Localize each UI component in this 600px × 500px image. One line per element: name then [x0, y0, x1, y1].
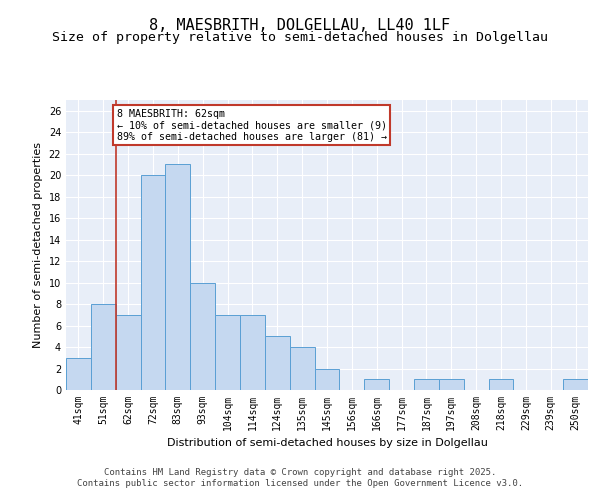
Bar — [488, 380, 514, 390]
Bar — [314, 368, 340, 390]
Bar — [116, 315, 140, 390]
Bar — [215, 315, 240, 390]
Bar — [414, 380, 439, 390]
Bar — [166, 164, 190, 390]
Bar — [364, 380, 389, 390]
Text: 8, MAESBRITH, DOLGELLAU, LL40 1LF: 8, MAESBRITH, DOLGELLAU, LL40 1LF — [149, 18, 451, 32]
Bar — [240, 315, 265, 390]
Bar — [66, 358, 91, 390]
Bar — [439, 380, 464, 390]
Bar — [290, 347, 314, 390]
Bar — [265, 336, 290, 390]
Bar — [91, 304, 116, 390]
Bar — [563, 380, 588, 390]
Text: 8 MAESBRITH: 62sqm
← 10% of semi-detached houses are smaller (9)
89% of semi-det: 8 MAESBRITH: 62sqm ← 10% of semi-detache… — [117, 108, 387, 142]
Y-axis label: Number of semi-detached properties: Number of semi-detached properties — [33, 142, 43, 348]
X-axis label: Distribution of semi-detached houses by size in Dolgellau: Distribution of semi-detached houses by … — [167, 438, 487, 448]
Text: Contains HM Land Registry data © Crown copyright and database right 2025.
Contai: Contains HM Land Registry data © Crown c… — [77, 468, 523, 487]
Bar — [140, 175, 166, 390]
Text: Size of property relative to semi-detached houses in Dolgellau: Size of property relative to semi-detach… — [52, 31, 548, 44]
Bar — [190, 282, 215, 390]
